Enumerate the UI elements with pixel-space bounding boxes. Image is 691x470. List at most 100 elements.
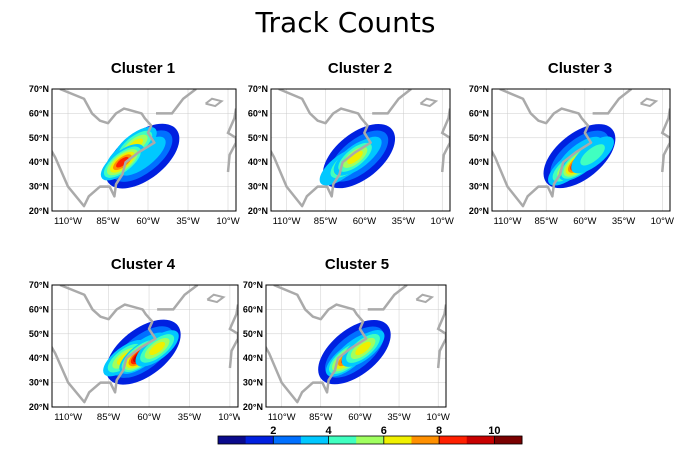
colorbar-tick-label: 2 [270, 425, 276, 437]
y-tick-label: 60°N [29, 304, 49, 314]
colorbar-segment [383, 436, 412, 444]
colorbar: 2 4 6 8 10 [217, 425, 523, 445]
y-tick-label: 60°N [29, 108, 49, 118]
y-tick-label: 20°N [469, 206, 489, 216]
x-tick-label: 10°W [216, 216, 239, 225]
colorbar-segment [439, 436, 468, 444]
y-tick-label: 40°N [29, 157, 49, 167]
x-tick-label: 60°W [573, 216, 596, 225]
y-tick-label: 20°N [248, 206, 268, 216]
y-tick-label: 40°N [29, 353, 49, 363]
y-tick-label: 70°N [29, 84, 49, 94]
x-tick-label: 10°W [651, 216, 674, 225]
x-tick-label: 35°W [178, 412, 201, 423]
cluster-3-panel: Cluster 3 110°W 85°W 60°W 35°W 10°W 70°N 60°N 5… [460, 60, 675, 225]
hotspot-2-level-6 [149, 341, 165, 356]
cluster-2-map: 110°W 85°W 60°W 35°W 10°W 70°N 60°N 50°N 40°N 30°… [248, 84, 454, 225]
y-tick-label: 30°N [469, 182, 489, 192]
map-frame [270, 88, 451, 212]
x-tick-label: 10°W [218, 412, 240, 423]
x-tick-label: 60°W [137, 412, 160, 423]
coastline-iceland [419, 97, 439, 108]
cluster-4-title: Cluster 4 [110, 256, 176, 273]
y-tick-label: 50°N [243, 329, 263, 339]
y-tick-label: 50°N [29, 329, 49, 339]
colorbar-segment [300, 436, 330, 444]
coastline-europe [436, 304, 446, 369]
hotspot-1-level-6 [355, 341, 371, 356]
map-frame [51, 284, 239, 408]
x-tick-label: 35°W [392, 216, 415, 225]
cluster-4-map: 110°W 85°W 60°W 35°W 10°W 70°N 60°N 50°N 40°N 30°… [29, 280, 240, 423]
colorbar-segment [273, 436, 302, 444]
y-tick-label: 50°N [248, 133, 268, 143]
y-tick-label: 70°N [243, 280, 263, 290]
map-frame [491, 88, 671, 212]
x-tick-label: 35°W [387, 412, 410, 423]
map-frame [51, 88, 237, 212]
x-tick-label: 110°W [54, 412, 82, 423]
coastline-europe [440, 108, 450, 173]
x-tick-label: 110°W [273, 216, 301, 225]
colorbar-segment [494, 436, 523, 444]
x-tick-label: 10°W [431, 216, 454, 225]
x-tick-label: 85°W [97, 412, 120, 423]
coastline-north-america [266, 285, 368, 404]
colorbar-segment [328, 436, 357, 444]
hotspot-2-level-6 [347, 150, 363, 164]
x-tick-label: 110°W [54, 216, 82, 225]
x-tick-label: 60°W [353, 216, 376, 225]
map-frame [265, 284, 447, 408]
y-tick-label: 20°N [29, 402, 49, 412]
y-tick-label: 60°N [243, 304, 263, 314]
cluster-1-title: Cluster 1 [110, 60, 176, 77]
cluster-2-panel: Cluster 2 110°W 85°W 60°W 35°W 10°W 70°N 60°N 5… [240, 60, 455, 225]
cluster-4-panel: Cluster 4 110°W 85°W 60°W 35°W 10°W 70°N 60°N 5… [20, 256, 240, 426]
y-tick-label: 60°N [248, 108, 268, 118]
colorbar-frame [217, 435, 523, 445]
y-tick-label: 30°N [29, 378, 49, 388]
coastline-north-america [52, 89, 156, 208]
coastline-iceland [639, 97, 659, 108]
coastline-greenland [372, 89, 412, 115]
coastline-iceland [415, 293, 435, 304]
colorbar-tick-label: 10 [488, 425, 500, 437]
coastline-europe [660, 108, 670, 173]
coastline-greenland [156, 89, 197, 115]
hotspot-3-level-8 [116, 156, 129, 168]
x-tick-label: 85°W [535, 216, 558, 225]
x-tick-label: 60°W [348, 412, 371, 423]
coastline-greenland [367, 285, 408, 311]
y-tick-label: 20°N [243, 402, 263, 412]
coastline-iceland [204, 97, 224, 108]
colorbar-tick-label: 8 [436, 425, 442, 437]
y-tick-label: 50°N [469, 133, 489, 143]
coastline-north-america [492, 89, 593, 208]
y-tick-label: 30°N [29, 182, 49, 192]
coastline-iceland [206, 293, 226, 304]
y-tick-label: 70°N [29, 280, 49, 290]
x-tick-label: 35°W [176, 216, 199, 225]
y-tick-label: 30°N [243, 378, 263, 388]
coastline-greenland [157, 285, 199, 311]
x-tick-label: 85°W [309, 412, 332, 423]
cluster-1-map: 110°W 85°W 60°W 35°W 10°W 70°N 60°N 50°N 40°N 30°… [29, 84, 240, 225]
x-tick-label: 85°W [314, 216, 337, 225]
y-tick-label: 30°N [248, 182, 268, 192]
y-tick-label: 70°N [469, 84, 489, 94]
x-tick-label: 10°W [427, 412, 450, 423]
y-tick-label: 70°N [248, 84, 268, 94]
hotspot-2-level-4 [580, 144, 605, 166]
page-title: Track Counts [255, 6, 436, 39]
y-tick-label: 40°N [243, 353, 263, 363]
colorbar-segment [356, 436, 385, 444]
colorbar-segment [245, 436, 274, 444]
x-tick-label: 35°W [612, 216, 635, 225]
y-tick-label: 20°N [29, 206, 49, 216]
y-tick-label: 40°N [248, 157, 268, 167]
x-tick-label: 85°W [96, 216, 119, 225]
y-tick-label: 50°N [29, 133, 49, 143]
colorbar-segment [411, 436, 440, 444]
colorbar-tick-label: 4 [325, 425, 332, 437]
y-tick-label: 40°N [469, 157, 489, 167]
